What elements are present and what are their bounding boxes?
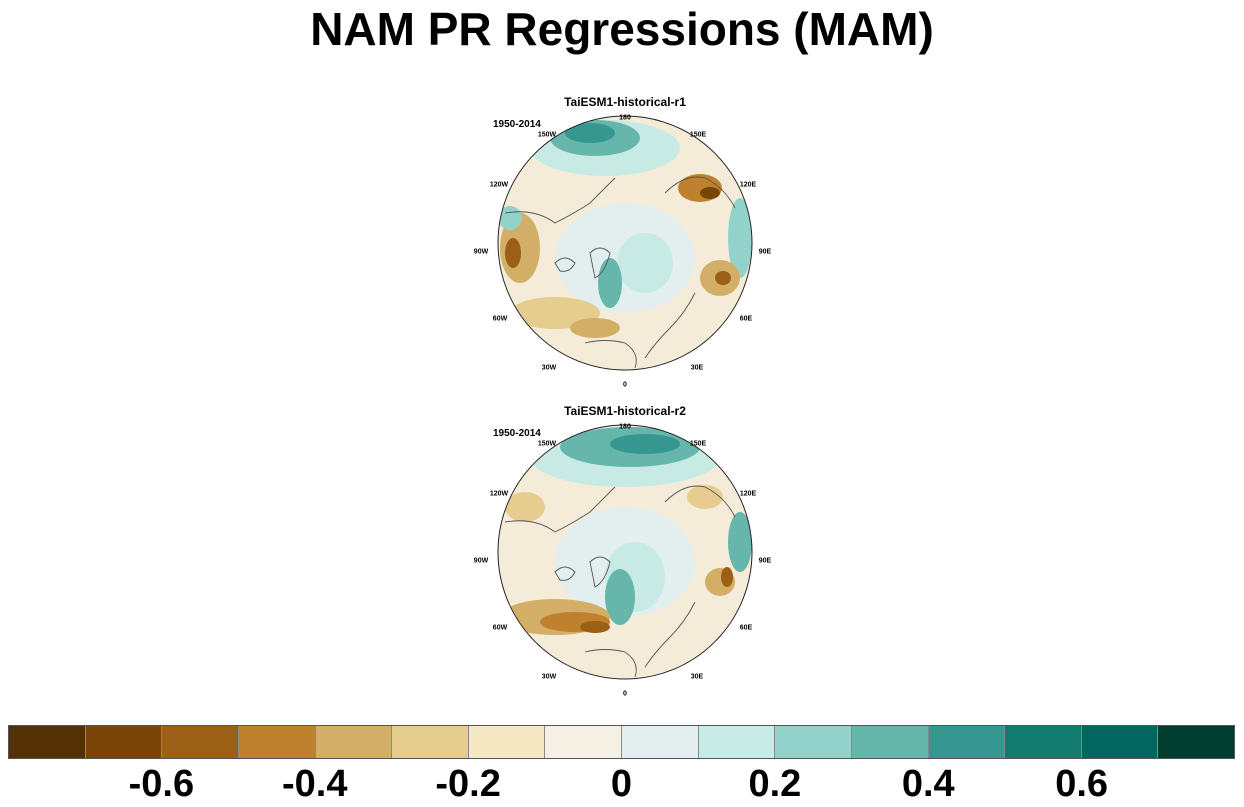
lon-label-90e: 90E [758,557,772,565]
colorbar-swatch [545,726,622,758]
lon-label-60e: 60E [739,624,753,632]
page-title: NAM PR Regressions (MAM) [310,3,934,55]
colorbar-tick-label: -0.4 [282,763,348,805]
colorbar [8,725,1235,759]
lon-label-150w: 150W [537,440,557,448]
panel-title: TaiESM1-historical-r2 [564,404,686,418]
colorbar-tick-label: 0.4 [901,763,955,805]
map-panel-r1: TaiESM1-historical-r1 1950-2014 [470,95,780,395]
colorbar-swatch [162,726,239,758]
colorbar-tick-label: -0.6 [128,763,195,805]
lon-label-150w: 150W [537,131,557,139]
colorbar-tick-label: 0.2 [748,763,802,805]
lon-label-60e: 60E [739,315,753,323]
colorbar-tick-label: 0 [610,763,633,805]
lon-label-30e: 30E [690,673,704,681]
colorbar-swatch [392,726,469,758]
colorbar-swatch [1005,726,1082,758]
period-label: 1950-2014 [493,119,541,130]
lon-label-90w: 90W [473,248,489,256]
period-label: 1950-2014 [493,428,541,439]
colorbar-swatch [775,726,852,758]
polar-map [497,115,753,371]
lon-label-180: 180 [619,114,631,122]
colorbar-swatch [315,726,393,758]
panel-title: TaiESM1-historical-r1 [564,95,686,109]
colorbar-swatch [1158,726,1234,758]
lon-label-120w: 120W [489,490,509,498]
lon-label-150e: 150E [689,131,707,139]
lon-label-60w: 60W [492,624,508,632]
map-panel-r2: TaiESM1-historical-r2 1950-2014 [470,404,780,704]
colorbar-tick-label: -0.2 [435,763,501,805]
lon-label-180: 180 [619,423,631,431]
lon-label-0: 0 [623,381,627,389]
colorbar-swatch [851,726,929,758]
lon-label-120w: 120W [489,181,509,189]
polar-map [497,424,753,680]
colorbar-swatch [238,726,316,758]
lon-label-30w: 30W [541,364,557,372]
colorbar-swatch [9,726,86,758]
colorbar-swatch [622,726,699,758]
lon-label-30w: 30W [541,673,557,681]
lon-label-90w: 90W [473,557,489,565]
colorbar-swatch [1081,726,1159,758]
lon-label-60w: 60W [492,315,508,323]
lon-label-120e: 120E [739,181,757,189]
colorbar-swatch [928,726,1006,758]
lon-label-90e: 90E [758,248,772,256]
lon-label-120e: 120E [739,490,757,498]
lon-label-30e: 30E [690,364,704,372]
lon-label-0: 0 [623,690,627,698]
colorbar-swatch [698,726,776,758]
colorbar-tick-label: 0.6 [1055,763,1109,805]
colorbar-swatch [85,726,163,758]
lon-label-150e: 150E [689,440,707,448]
colorbar-swatch [468,726,546,758]
